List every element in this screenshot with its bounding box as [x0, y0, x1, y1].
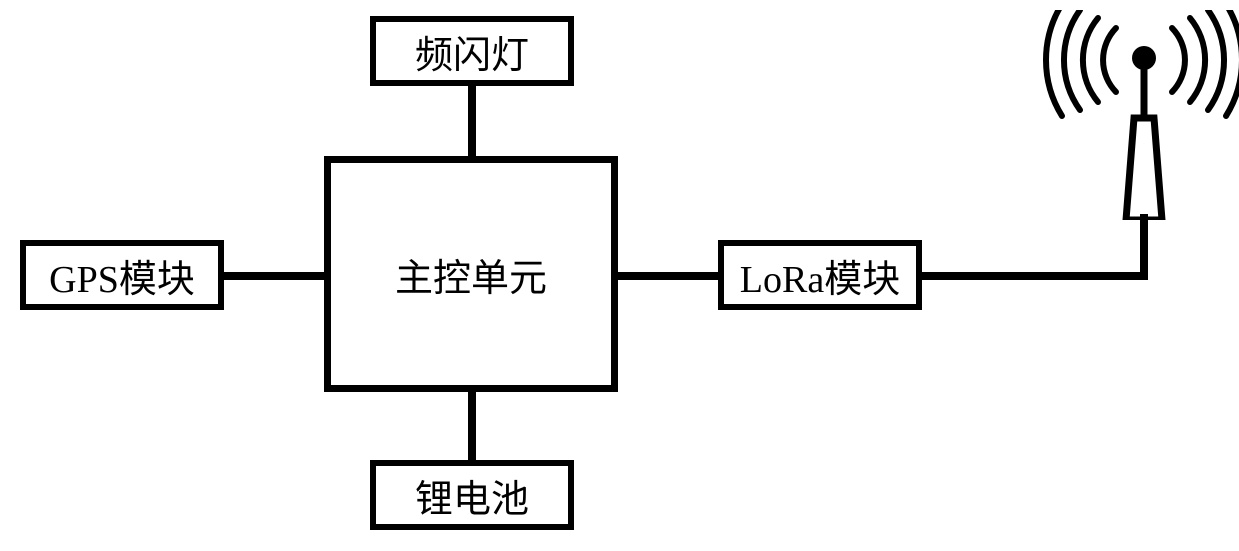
connector-lora-antenna-v [1140, 214, 1148, 280]
gps-module-block: GPS模块 [20, 240, 224, 310]
gps-module-label: GPS模块 [49, 248, 195, 303]
connector-right-main [618, 272, 718, 280]
battery-block: 锂电池 [370, 460, 574, 530]
main-controller-block: 主控单元 [324, 156, 618, 392]
connector-left-main [224, 272, 324, 280]
main-controller-label: 主控单元 [395, 247, 547, 302]
connector-lora-antenna-h [922, 272, 1148, 280]
lora-module-block: LoRa模块 [718, 240, 922, 310]
lora-module-label: LoRa模块 [740, 248, 900, 303]
strobe-light-label: 频闪灯 [415, 24, 529, 79]
strobe-light-block: 频闪灯 [370, 16, 574, 86]
antenna-icon [1008, 10, 1239, 220]
connector-top-main [468, 86, 476, 160]
connector-bottom-main [468, 388, 476, 462]
battery-label: 锂电池 [415, 468, 529, 523]
